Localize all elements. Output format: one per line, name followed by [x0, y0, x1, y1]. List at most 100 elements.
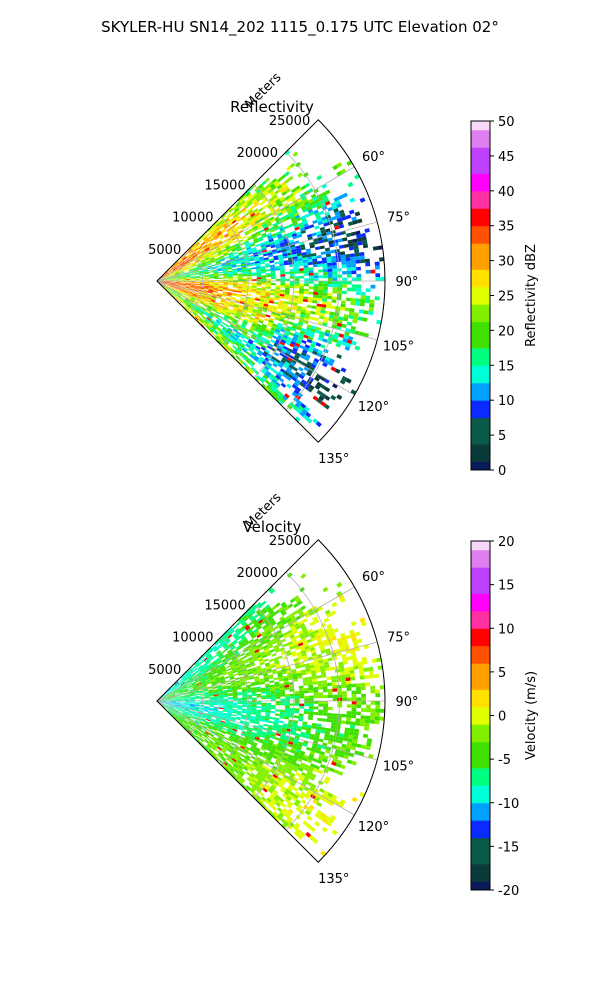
radar-cell — [223, 698, 229, 700]
radar-cell — [191, 684, 197, 687]
radar-cell — [326, 612, 333, 618]
radar-cell — [321, 216, 327, 221]
radar-cell — [218, 304, 224, 308]
radar-cell — [199, 274, 205, 276]
radar-cell — [231, 686, 237, 690]
radar-cell — [255, 262, 261, 266]
radar-cell — [328, 240, 334, 245]
radar-cell — [278, 318, 285, 323]
radar-cell — [264, 386, 270, 392]
radar-cell — [236, 686, 242, 689]
radar-cell — [314, 246, 321, 251]
radar-cell — [225, 331, 231, 336]
radar-cell — [199, 276, 205, 278]
radar-cell — [249, 631, 255, 636]
radar-cell — [280, 276, 286, 279]
radar-cell — [236, 226, 242, 231]
radar-cell — [276, 247, 282, 252]
colorbar-segment — [471, 400, 490, 410]
radar-cell — [239, 343, 245, 349]
radar-cell — [212, 266, 218, 269]
radar-cell — [182, 676, 187, 680]
radar-cell — [263, 257, 269, 261]
radar-cell — [350, 297, 356, 302]
radar-cell — [294, 402, 301, 409]
radar-cell — [165, 696, 171, 698]
radar-cell — [237, 671, 243, 675]
radar-cell — [279, 361, 285, 366]
radar-cell — [263, 677, 269, 681]
radar-cell — [175, 694, 180, 696]
radar-cell — [260, 346, 266, 351]
radar-cell — [265, 691, 271, 694]
radar-cell — [245, 313, 251, 317]
radar-cell — [303, 265, 309, 269]
radar-cell — [209, 257, 215, 261]
radar-cell — [180, 283, 186, 285]
radar-cell — [251, 333, 257, 338]
radar-cell — [189, 705, 195, 707]
radar-cell — [256, 690, 262, 693]
radar-cell — [308, 281, 314, 284]
radar-cell — [166, 698, 172, 700]
radar-cell — [316, 174, 323, 181]
radar-cell — [236, 203, 242, 208]
radar-cell — [194, 287, 200, 290]
radar-cell — [160, 274, 165, 279]
radar-cell — [208, 709, 214, 711]
radar-cell — [275, 326, 282, 331]
radar-cell — [341, 375, 348, 382]
radar-cell — [187, 303, 192, 307]
radar-cell — [334, 732, 340, 737]
radar-cell — [209, 276, 214, 278]
radar-cell — [165, 696, 171, 699]
radar-cell — [215, 247, 221, 251]
radar-cell — [170, 283, 176, 286]
radar-cell — [205, 299, 211, 303]
radar-cell — [348, 209, 355, 215]
radar-cell — [248, 330, 254, 334]
radar-cell — [260, 631, 266, 636]
radar-cell — [370, 689, 376, 694]
radar-cell — [264, 379, 270, 385]
radar-cell — [245, 243, 251, 247]
radar-cell — [184, 288, 189, 291]
radar-cell — [165, 284, 171, 286]
radar-cell — [180, 274, 185, 276]
radar-cell — [169, 691, 174, 695]
radar-cell — [365, 269, 371, 274]
radar-cell — [193, 267, 198, 270]
radar-cell — [270, 292, 276, 296]
radar-cell — [210, 678, 216, 682]
radar-cell — [311, 636, 317, 642]
radar-cell — [223, 693, 228, 696]
radar-cell — [201, 662, 207, 667]
radar-cell — [291, 307, 297, 311]
radar-cell — [308, 286, 314, 290]
radar-cell — [232, 288, 238, 291]
radar-cell — [212, 645, 218, 651]
radar-cell — [255, 686, 261, 689]
radar-cell — [249, 302, 255, 306]
radar-cell — [271, 185, 277, 191]
radar-cell — [199, 247, 204, 252]
radar-cell — [293, 345, 300, 350]
radar-cell — [181, 255, 186, 259]
velocity-radar-field — [157, 572, 385, 857]
radar-cell — [355, 230, 361, 236]
radar-cell — [356, 743, 362, 749]
radar-cell — [222, 709, 228, 711]
radar-cell — [184, 285, 190, 288]
radar-cell — [161, 277, 166, 280]
radar-cell — [266, 345, 273, 350]
radar-cell — [263, 253, 269, 257]
radar-cell — [217, 306, 223, 310]
radar-cell — [180, 706, 185, 708]
radar-cell — [180, 699, 186, 701]
radar-cell — [258, 304, 264, 308]
radar-cell — [295, 161, 301, 168]
radar-cell — [346, 267, 352, 272]
radar-cell — [190, 680, 195, 684]
radar-cell — [273, 657, 279, 661]
radar-cell — [298, 290, 304, 294]
